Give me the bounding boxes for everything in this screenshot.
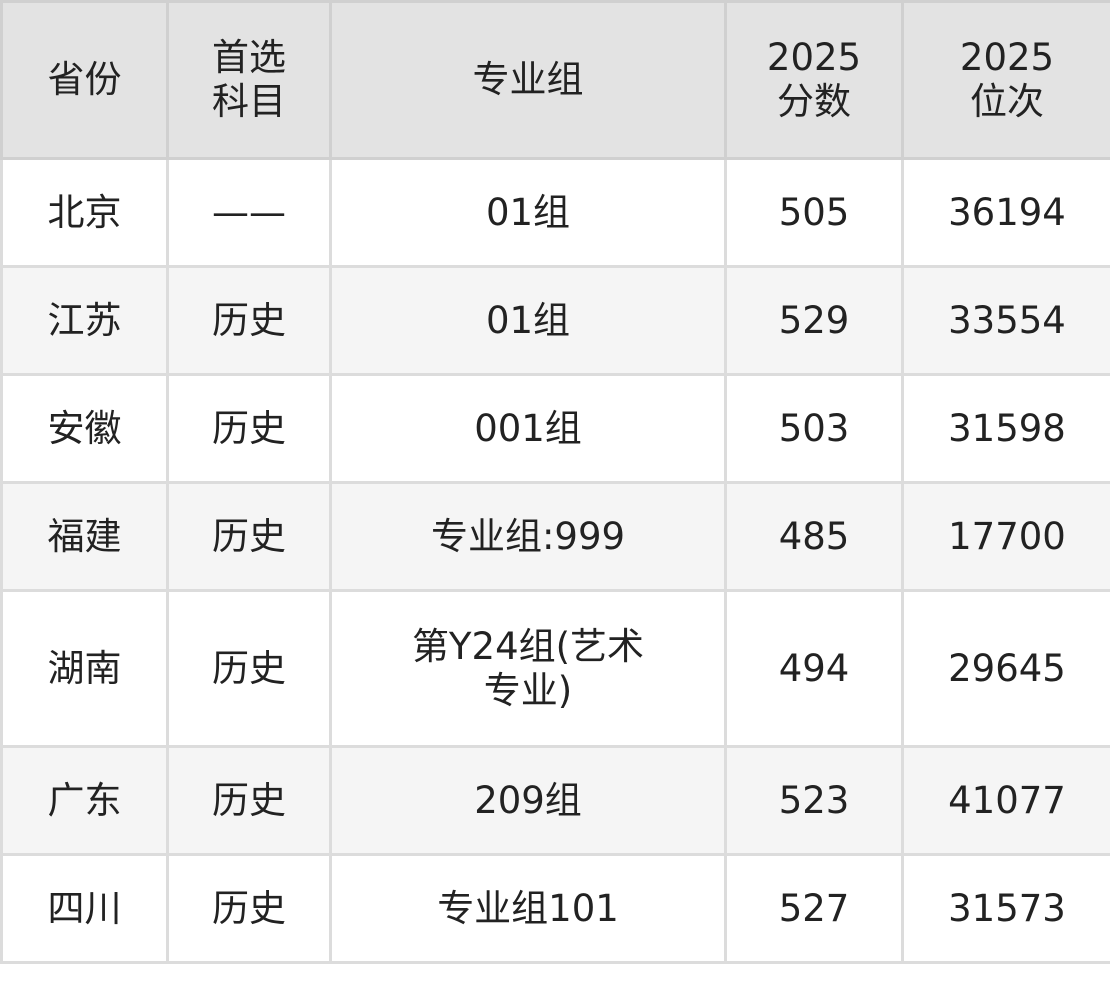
table-cell: 36194 (901, 157, 1110, 268)
table-cell: 安徽 (0, 373, 169, 484)
table-cell: 历史 (166, 589, 332, 748)
column-header-label: 首选科目 (212, 36, 286, 123)
table-cell: 第Y24组(艺术专业) (329, 589, 727, 748)
column-header-label: 2025分数 (766, 36, 862, 123)
table-cell: 北京 (0, 157, 169, 268)
table-body: 北京 —— 01组 505 36194 江苏 历史 01组 529 33554 安徽 历史 001组 50… (0, 157, 1110, 964)
table-row: 安徽 历史 001组 503 31598 (0, 373, 1110, 484)
table-row: 湖南 历史 第Y24组(艺术专业) 494 29645 (0, 589, 1110, 748)
table-row: 北京 —— 01组 505 36194 (0, 157, 1110, 268)
table-cell: 福建 (0, 481, 169, 592)
table-cell: 专业组101 (329, 853, 727, 964)
table-cell: 江苏 (0, 265, 169, 376)
table-cell: 历史 (166, 373, 332, 484)
table-cell: 29645 (901, 589, 1110, 748)
column-header-label: 省份 (47, 58, 122, 101)
table-cell: 505 (724, 157, 904, 268)
column-header: 2025位次 (901, 0, 1110, 160)
table-header: 省份 首选科目 专业组 2025分数 2025位次 (0, 0, 1110, 160)
table-row: 广东 历史 209组 523 41077 (0, 745, 1110, 856)
table-cell: 485 (724, 481, 904, 592)
table-cell: 历史 (166, 853, 332, 964)
table-cell: 01组 (329, 157, 727, 268)
table-cell: 31598 (901, 373, 1110, 484)
table-cell: 历史 (166, 265, 332, 376)
column-header: 专业组 (329, 0, 727, 160)
table-cell: —— (166, 157, 332, 268)
table-row: 四川 历史 专业组101 527 31573 (0, 853, 1110, 964)
table-cell: 523 (724, 745, 904, 856)
column-header: 2025分数 (724, 0, 904, 160)
table-cell: 529 (724, 265, 904, 376)
header-row: 省份 首选科目 专业组 2025分数 2025位次 (0, 0, 1110, 160)
table-cell: 17700 (901, 481, 1110, 592)
table-cell: 31573 (901, 853, 1110, 964)
column-header: 省份 (0, 0, 169, 160)
table-cell: 专业组:999 (329, 481, 727, 592)
column-header-label: 2025位次 (959, 36, 1055, 123)
table-cell: 01组 (329, 265, 727, 376)
table-cell: 湖南 (0, 589, 169, 748)
table-cell: 广东 (0, 745, 169, 856)
table-cell: 001组 (329, 373, 727, 484)
table-cell: 494 (724, 589, 904, 748)
column-header-label: 专业组 (472, 58, 584, 101)
table-row: 福建 历史 专业组:999 485 17700 (0, 481, 1110, 592)
table-cell: 503 (724, 373, 904, 484)
table-cell: 209组 (329, 745, 727, 856)
table-cell: 41077 (901, 745, 1110, 856)
column-header: 首选科目 (166, 0, 332, 160)
score-table: 省份 首选科目 专业组 2025分数 2025位次 北京 —— 01组 505 36194 江苏历… (0, 0, 1110, 964)
table-cell: 四川 (0, 853, 169, 964)
table-cell: 33554 (901, 265, 1110, 376)
table-cell: 527 (724, 853, 904, 964)
table-cell: 历史 (166, 745, 332, 856)
table-row: 江苏 历史 01组 529 33554 (0, 265, 1110, 376)
table-cell: 历史 (166, 481, 332, 592)
